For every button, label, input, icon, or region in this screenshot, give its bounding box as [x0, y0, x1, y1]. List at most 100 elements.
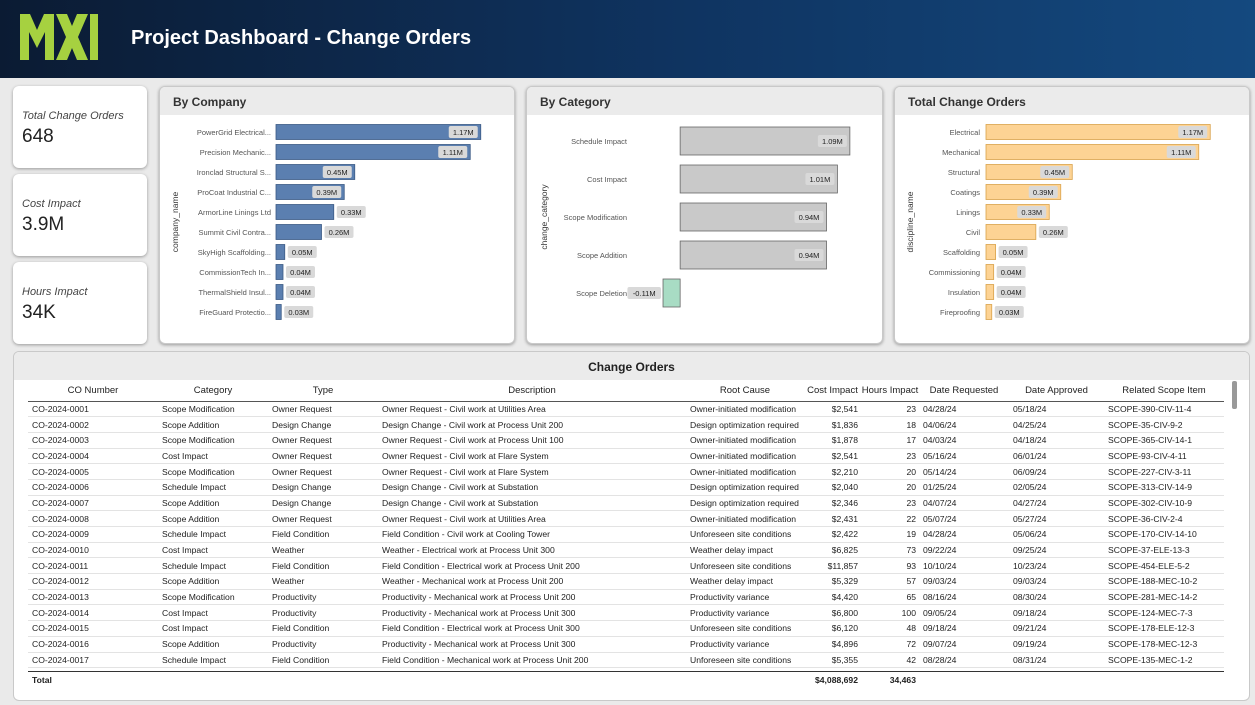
table-row[interactable]: CO-2024-0010 Cost Impact Weather Weather - …	[28, 542, 1224, 559]
table-cell: CO-2024-0005	[28, 463, 158, 480]
table-row[interactable]: CO-2024-0004 Cost Impact Owner Request Owne…	[28, 448, 1224, 465]
category-tick-label: Commissioning	[929, 268, 980, 277]
bar[interactable]	[662, 278, 681, 308]
table-row[interactable]: CO-2024-0016 Scope Addition Productivity Pr…	[28, 636, 1224, 653]
data-label: 0.45M	[327, 168, 348, 177]
bar[interactable]	[985, 264, 995, 280]
column-header[interactable]: Category	[158, 381, 268, 402]
table-row[interactable]: CO-2024-0017 Schedule Impact Field Conditi…	[28, 652, 1224, 669]
table-cell: 05/16/24	[919, 448, 1009, 465]
column-header[interactable]: Root Cause	[686, 381, 804, 402]
bar[interactable]	[985, 304, 993, 320]
bar[interactable]	[275, 124, 482, 140]
table-row[interactable]: CO-2024-0005 Scope Modification Owner Requ…	[28, 463, 1224, 480]
table-row[interactable]: CO-2024-0009 Schedule Impact Field Conditi…	[28, 526, 1224, 543]
bar[interactable]	[985, 124, 1211, 140]
discipline-bar-chart[interactable]: discipline_name Electrical 1.17M Mechanical…	[895, 115, 1250, 344]
table-cell: 09/03/24	[919, 573, 1009, 590]
table-cell: CO-2024-0013	[28, 589, 158, 606]
kpi-card-cost-impact[interactable]: Cost Impact 3.9M	[13, 174, 147, 256]
table-cell: $4,896	[804, 636, 861, 653]
table-row[interactable]: CO-2024-0014 Cost Impact Productivity Produ…	[28, 604, 1224, 622]
table-cell: Owner Request	[268, 401, 378, 418]
table-cell: Cost Impact	[158, 448, 268, 465]
table-cell: 04/03/24	[919, 432, 1009, 449]
column-header[interactable]: Hours Impact	[861, 381, 919, 402]
table-cell: Design optimization required	[686, 416, 804, 433]
table-cell: Owner Request - Civil work at Flare Syst…	[378, 448, 686, 465]
table-row[interactable]: CO-2024-0012 Scope Addition Weather Weather…	[28, 573, 1224, 590]
table-cell: $5,355	[804, 652, 861, 669]
table-row[interactable]: CO-2024-0015 Cost Impact Field Condition Fi…	[28, 620, 1224, 637]
table-row[interactable]: CO-2024-0013 Scope Modification Productivi…	[28, 589, 1224, 606]
column-header[interactable]: Description	[378, 381, 686, 402]
category-bar-chart[interactable]: change_category Schedule Impact 1.09M Cost …	[527, 115, 883, 344]
table-cell: 23	[861, 401, 919, 418]
category-tick-label: Linings	[956, 208, 980, 217]
table-cell: 02/05/24	[1009, 479, 1104, 496]
chart-panel-by-discipline[interactable]: Total Change Orders discipline_name Elect…	[894, 86, 1250, 344]
total-hours: 34,463	[861, 671, 919, 689]
table-row[interactable]: CO-2024-0002 Scope Addition Design Change D…	[28, 416, 1224, 433]
chart-panel-by-company[interactable]: By Company company_name PowerGrid Electri…	[159, 86, 515, 344]
total-cell	[268, 671, 378, 689]
table-cell: $6,825	[804, 542, 861, 559]
bar[interactable]	[275, 144, 471, 160]
table-cell: Field Condition - Electrical work at Pro…	[378, 557, 686, 575]
table-cell: $2,346	[804, 495, 861, 512]
table-row[interactable]: CO-2024-0011 Schedule Impact Field Conditi…	[28, 557, 1224, 575]
table-cell: 20	[861, 463, 919, 480]
column-header[interactable]: Related Scope Item	[1104, 381, 1224, 402]
bar[interactable]	[275, 204, 335, 220]
column-header[interactable]: Cost Impact	[804, 381, 861, 402]
total-row: Total $4,088,692 34,463	[28, 671, 1224, 689]
table-cell: 05/07/24	[919, 510, 1009, 527]
table-row[interactable]: CO-2024-0008 Scope Addition Owner Request O…	[28, 510, 1224, 527]
column-header[interactable]: CO Number	[28, 381, 158, 402]
bar[interactable]	[985, 284, 995, 300]
bar[interactable]	[985, 144, 1200, 160]
column-header[interactable]: Type	[268, 381, 378, 402]
table-row[interactable]: CO-2024-0001 Scope Modification Owner Requ…	[28, 401, 1224, 418]
table-cell: 04/28/24	[919, 526, 1009, 543]
bar[interactable]	[985, 244, 996, 260]
data-label-bg	[1038, 226, 1068, 238]
bar[interactable]	[275, 224, 322, 240]
table-cell: 04/06/24	[919, 416, 1009, 433]
total-cell	[378, 671, 686, 689]
category-tick-label: Scope Deletion	[576, 289, 627, 298]
table-row[interactable]: CO-2024-0006 Schedule Impact Design Change…	[28, 479, 1224, 496]
table-cell: CO-2024-0009	[28, 526, 158, 543]
bar[interactable]	[275, 284, 284, 300]
kpi-card-hours-impact[interactable]: Hours Impact 34K	[13, 262, 147, 344]
data-label-bg	[312, 186, 342, 198]
table-cell: $2,431	[804, 510, 861, 527]
bar[interactable]	[275, 244, 286, 260]
table-cell: Weather	[268, 573, 378, 590]
category-tick-label: Mechanical	[942, 148, 980, 157]
table-cell: $2,422	[804, 526, 861, 543]
table-cell: Design Change	[268, 416, 378, 433]
chart-panel-by-category[interactable]: By Category change_category Schedule Impa…	[526, 86, 883, 344]
table-cell: 19	[861, 526, 919, 543]
table-scrollbar[interactable]	[1232, 381, 1237, 409]
table-row[interactable]: CO-2024-0007 Scope Addition Design Change D…	[28, 495, 1224, 512]
table-cell: SCOPE-227-CIV-3-11	[1104, 463, 1224, 480]
axis-label: company_name	[170, 191, 180, 252]
axis-label: discipline_name	[905, 191, 915, 252]
table-row[interactable]: CO-2024-0003 Scope Modification Owner Requ…	[28, 432, 1224, 449]
kpi-card-total-change-orders[interactable]: Total Change Orders 648	[13, 86, 147, 168]
table-cell: Owner-initiated modification	[686, 432, 804, 449]
table-cell: Cost Impact	[158, 620, 268, 637]
category-tick-label: Insulation	[948, 288, 980, 297]
bar[interactable]	[275, 304, 282, 320]
bar[interactable]	[275, 264, 284, 280]
table-cell: Scope Addition	[158, 510, 268, 527]
column-header[interactable]: Date Approved	[1009, 381, 1104, 402]
column-header[interactable]: Date Requested	[919, 381, 1009, 402]
category-tick-label: Electrical	[950, 128, 981, 137]
bar[interactable]	[985, 224, 1037, 240]
company-bar-chart[interactable]: company_name PowerGrid Electrical... 1.17M…	[160, 115, 515, 344]
kpi-label: Hours Impact	[22, 286, 88, 298]
table-cell: 09/05/24	[919, 604, 1009, 622]
